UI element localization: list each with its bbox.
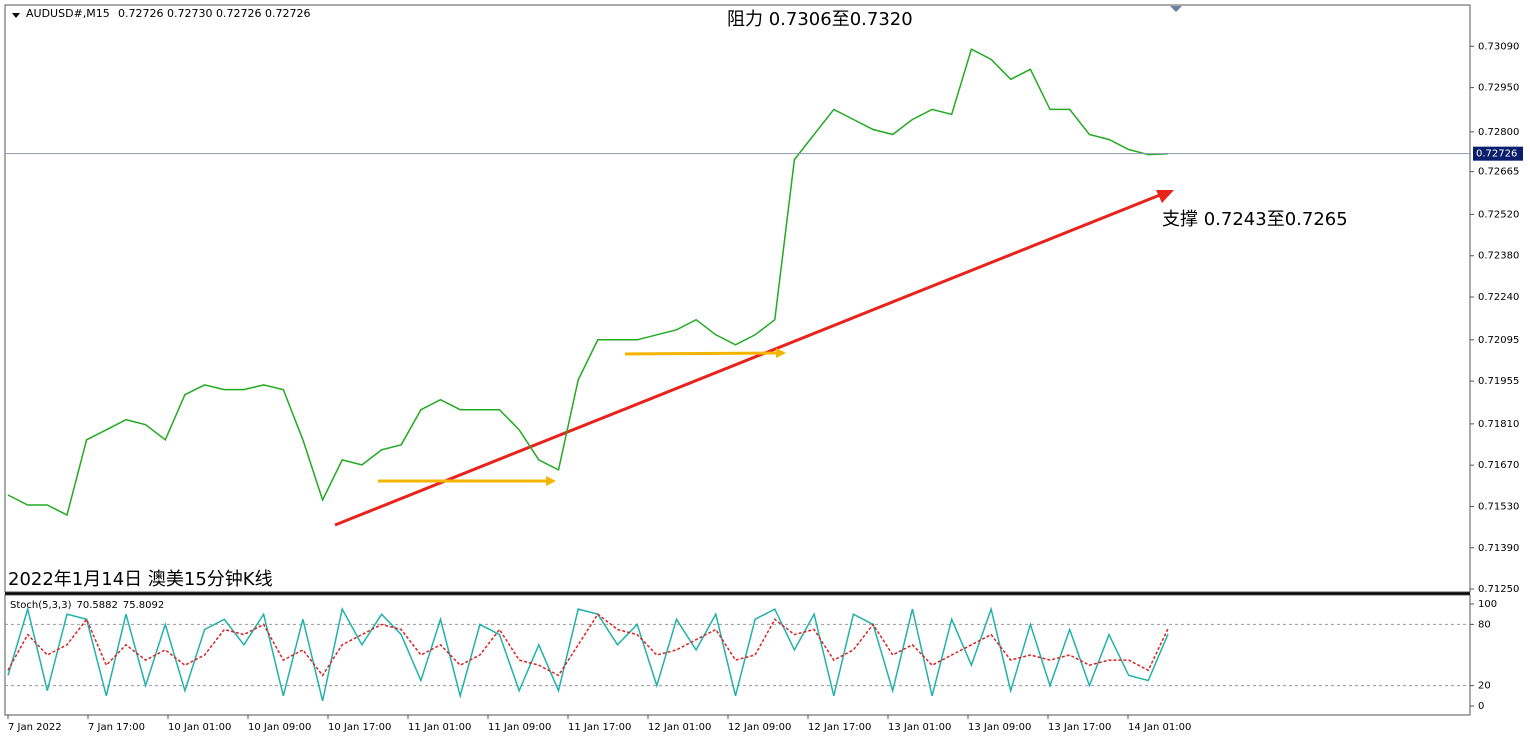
y-tick-label: 0.71390 (1478, 543, 1519, 554)
level-arrow (624, 351, 779, 356)
line (7, 613, 1169, 677)
price-tag-label: 0.72726 (1476, 149, 1517, 160)
y-tick-label: 0.72800 (1478, 127, 1519, 138)
x-tick-label: 12 Jan 01:00 (648, 722, 711, 733)
line (7, 48, 1169, 517)
indicator-value: 70.5882 (76, 600, 117, 611)
y-tick-label: 0.71810 (1478, 419, 1519, 430)
resistance-note: 阻力 0.7306至0.7320 (727, 9, 913, 30)
stoch-panel (4, 594, 1471, 716)
y-tick-label: 0.71670 (1478, 460, 1519, 471)
y-tick-label: 0.71955 (1478, 376, 1519, 387)
y-tick-label: 0.72520 (1478, 209, 1519, 220)
arrow-head (1156, 190, 1174, 203)
y-tick-label: 0.71250 (1478, 584, 1519, 595)
indicator-value: 75.8092 (123, 600, 164, 611)
x-tick-label: 7 Jan 17:00 (88, 722, 145, 733)
support-note: 支撑 0.7243至0.7265 (1162, 209, 1348, 230)
arrow-head (776, 348, 786, 358)
indicator-title: Stoch(5,3,3) (10, 600, 72, 611)
x-tick-label: 10 Jan 01:00 (168, 722, 231, 733)
y-tick-label: 0.72095 (1478, 335, 1519, 346)
x-tick-label: 14 Jan 01:00 (1128, 722, 1191, 733)
y-tick-label: 0.71530 (1478, 501, 1519, 512)
arrow-head (546, 476, 556, 486)
x-tick-label: 7 Jan 2022 (8, 722, 62, 733)
y-tick-label: 20 (1478, 681, 1491, 692)
caption: 2022年1月14日 澳美15分钟K线 (8, 569, 273, 590)
y-tick-label: 0.72240 (1478, 292, 1519, 303)
shift-marker (1170, 6, 1182, 12)
y-tick-label: 0.72665 (1478, 167, 1519, 178)
symbol: AUDUSD#,M15 (26, 7, 110, 20)
x-tick-label: 11 Jan 09:00 (488, 722, 551, 733)
x-tick-label: 12 Jan 09:00 (728, 722, 791, 733)
x-tick-label: 13 Jan 09:00 (968, 722, 1031, 733)
x-tick-label: 12 Jan 17:00 (808, 722, 871, 733)
quote: 0.72726 0.72730 0.72726 0.72726 (118, 7, 310, 20)
y-tick-label: 100 (1478, 599, 1497, 610)
price-panel (4, 4, 1471, 593)
y-tick-label: 0.72380 (1478, 251, 1519, 262)
x-tick-label: 10 Jan 17:00 (328, 722, 391, 733)
y-tick-label: 0.73090 (1478, 41, 1519, 52)
x-tick-label: 13 Jan 01:00 (888, 722, 951, 733)
price-tag (1473, 146, 1523, 161)
x-tick-label: 10 Jan 09:00 (248, 722, 311, 733)
x-tick-label: 11 Jan 01:00 (408, 722, 471, 733)
x-tick-label: 13 Jan 17:00 (1048, 722, 1111, 733)
menu-icon (12, 13, 20, 18)
trend-line (334, 193, 1161, 527)
y-tick-label: 80 (1478, 619, 1491, 630)
x-tick-label: 11 Jan 17:00 (568, 722, 631, 733)
y-tick-label: 0 (1478, 701, 1484, 712)
line (7, 606, 1169, 702)
y-tick-label: 0.72950 (1478, 83, 1519, 94)
